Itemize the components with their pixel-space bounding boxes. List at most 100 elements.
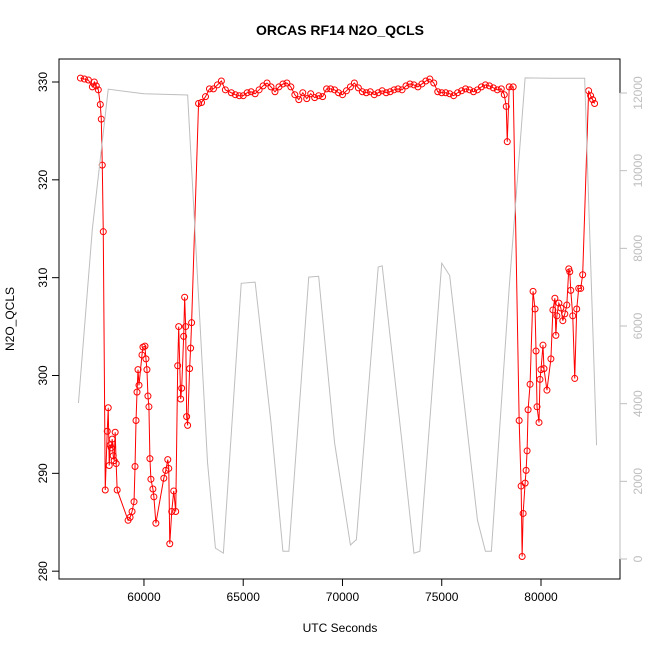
data-point <box>502 102 510 110</box>
data-point <box>509 83 517 91</box>
y2-tick-label: 4000 <box>631 390 645 417</box>
data-point <box>178 384 186 392</box>
data-point <box>92 82 100 90</box>
data-point <box>323 85 331 93</box>
data-point <box>426 75 434 83</box>
data-point <box>105 462 113 470</box>
data-point <box>213 81 221 89</box>
data-point <box>263 79 271 87</box>
data-point <box>354 84 362 92</box>
data-point <box>434 88 442 96</box>
data-point <box>374 89 382 97</box>
data-point <box>76 74 84 82</box>
data-point <box>518 552 526 560</box>
data-point <box>454 89 462 97</box>
data-point <box>303 95 311 103</box>
data-point <box>175 323 183 331</box>
data-point <box>410 81 418 89</box>
data-point <box>430 79 438 87</box>
data-point <box>327 85 335 93</box>
y-tick-label: 290 <box>36 463 50 483</box>
x-axis-label: UTC Seconds <box>303 621 378 635</box>
data-point <box>551 294 559 302</box>
data-point <box>291 91 299 99</box>
data-point <box>143 366 151 374</box>
data-point <box>99 228 107 236</box>
data-point <box>338 91 346 99</box>
data-point <box>243 89 251 97</box>
data-point <box>183 413 191 421</box>
data-point <box>458 87 466 95</box>
data-point <box>319 93 327 101</box>
data-point <box>398 86 406 94</box>
data-point <box>111 428 119 436</box>
data-point <box>523 447 531 455</box>
data-point <box>130 498 138 506</box>
data-point <box>521 479 529 487</box>
data-point <box>342 87 350 95</box>
data-point <box>205 85 213 93</box>
data-point <box>181 293 189 301</box>
data-point <box>394 85 402 93</box>
data-point <box>267 83 275 91</box>
data-point <box>307 90 315 98</box>
data-point <box>295 96 303 104</box>
data-point <box>532 347 540 355</box>
data-point <box>165 464 173 472</box>
x-tick-label: 70000 <box>326 590 360 604</box>
data-point <box>524 406 532 414</box>
data-point <box>164 456 172 464</box>
data-point <box>132 417 140 425</box>
data-point <box>209 85 217 93</box>
data-point <box>477 83 485 91</box>
data-point <box>251 90 259 98</box>
data-point <box>422 77 430 85</box>
data-point <box>573 305 581 313</box>
data-point <box>113 486 121 494</box>
data-point <box>481 81 489 89</box>
data-point <box>144 392 152 400</box>
data-point <box>500 91 508 99</box>
data-point <box>497 85 505 93</box>
y-tick-label: 320 <box>36 169 50 189</box>
x-tick-label: 60000 <box>127 590 161 604</box>
y2-tick-label: 8000 <box>631 235 645 262</box>
data-point <box>133 388 141 396</box>
data-point <box>182 323 190 331</box>
data-point <box>279 80 287 88</box>
data-point <box>529 287 537 295</box>
data-point <box>80 75 88 83</box>
data-point <box>565 265 573 273</box>
data-point <box>358 88 366 96</box>
y2-tick-label: 10000 <box>631 154 645 188</box>
data-point <box>402 82 410 90</box>
y2-tick-label: 12000 <box>631 76 645 110</box>
data-point <box>566 268 574 276</box>
x-tick-label: 65000 <box>227 590 261 604</box>
data-point <box>442 89 450 97</box>
data-point <box>526 380 534 388</box>
data-point <box>188 319 196 327</box>
data-point <box>567 286 575 294</box>
data-point <box>535 418 543 426</box>
data-point <box>315 92 323 100</box>
data-point <box>109 452 117 460</box>
data-point <box>505 83 513 91</box>
data-point <box>563 301 571 309</box>
data-point <box>503 138 511 146</box>
data-point <box>557 304 565 312</box>
data-point <box>166 540 174 548</box>
data-point <box>150 493 158 501</box>
data-point <box>90 78 98 86</box>
data-point <box>94 86 102 94</box>
data-point <box>346 83 354 91</box>
data-point <box>287 83 295 91</box>
data-point <box>522 466 530 474</box>
data-point <box>531 305 539 313</box>
data-point <box>515 417 523 425</box>
data-point <box>97 115 105 123</box>
data-point <box>561 310 569 318</box>
data-point <box>362 89 370 97</box>
data-point <box>382 89 390 97</box>
